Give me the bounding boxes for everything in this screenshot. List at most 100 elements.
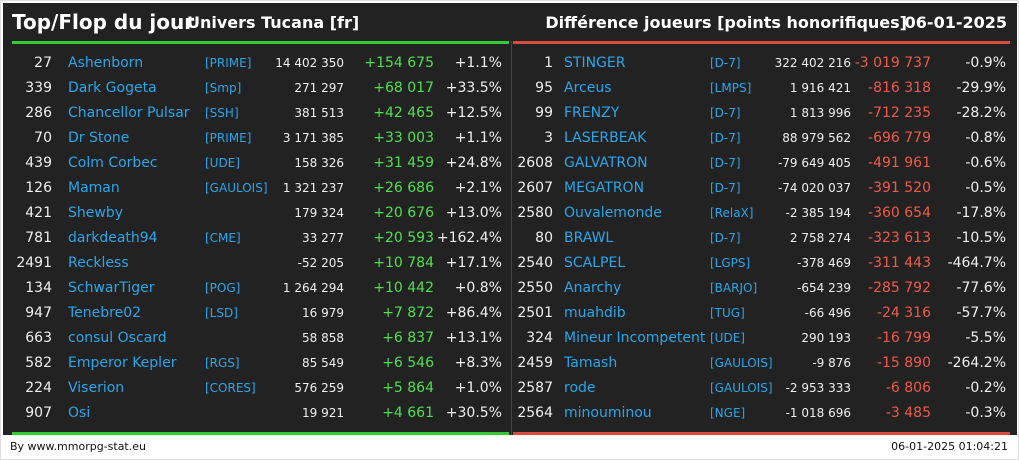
table-row: 70 Dr Stone [PRIME] 3 171 385 +33 003 +1.1% <box>12 126 509 151</box>
player-name-link[interactable]: Chancellor Pulsar <box>68 105 190 121</box>
table-row: 2608 GALVATRON [D-7] -79 649 405 -491 961 -0.… <box>513 151 1010 176</box>
percent-cell: +12.5% <box>445 105 502 121</box>
player-name-link[interactable]: Osi <box>68 405 91 421</box>
diff-cell: +6 837 <box>382 330 434 346</box>
alliance-tag-link[interactable]: [TUG] <box>710 306 745 320</box>
player-name-link[interactable]: MEGATRON <box>564 180 645 196</box>
table-row: 582 Emperor Kepler [RGS] 85 549 +6 546 +8.3% <box>12 351 509 376</box>
table-row: 2491 Reckless -52 205 +10 784 +17.1% <box>12 251 509 276</box>
rank-cell: 2540 <box>517 255 553 271</box>
player-name-link[interactable]: Shewby <box>68 205 123 221</box>
player-name-link[interactable]: STINGER <box>564 55 626 71</box>
alliance-tag-link[interactable]: [LSD] <box>205 306 238 320</box>
alliance-tag-link[interactable]: [CME] <box>205 231 241 245</box>
alliance-tag-link[interactable]: [D-7] <box>710 106 741 120</box>
rank-cell: 2587 <box>517 380 553 396</box>
player-name-link[interactable]: GALVATRON <box>564 155 648 171</box>
rank-cell: 2608 <box>517 155 553 171</box>
points-cell: 576 259 <box>294 381 344 395</box>
alliance-tag-link[interactable]: [GAULOIS] <box>710 381 773 395</box>
rank-cell: 907 <box>25 405 52 421</box>
alliance-tag-link[interactable]: [POG] <box>205 281 241 295</box>
player-name-link[interactable]: minouminou <box>564 405 652 421</box>
percent-cell: -17.8% <box>956 205 1006 221</box>
player-name-link[interactable]: Tamash <box>564 355 618 371</box>
diff-cell: -311 443 <box>868 255 931 271</box>
diff-cell: -24 316 <box>876 305 931 321</box>
diff-cell: -491 961 <box>868 155 931 171</box>
table-row: 2550 Anarchy [BARJO] -654 239 -285 792 -77.6% <box>513 276 1010 301</box>
player-name-link[interactable]: Maman <box>68 180 120 196</box>
universe-subtitle: Univers Tucana [fr] <box>187 13 360 32</box>
player-name-link[interactable]: Colm Corbec <box>68 155 158 171</box>
player-name-link[interactable]: Viserion <box>68 380 125 396</box>
rank-cell: 2491 <box>16 255 52 271</box>
points-cell: 85 549 <box>302 356 344 370</box>
diff-cell: +10 442 <box>373 280 434 296</box>
table-row: 1 STINGER [D-7] 322 402 216 -3 019 737 -0.9% <box>513 51 1010 76</box>
player-name-link[interactable]: Emperor Kepler <box>68 355 177 371</box>
alliance-tag-link[interactable]: [D-7] <box>710 156 741 170</box>
alliance-tag-link[interactable]: [D-7] <box>710 131 741 145</box>
percent-cell: +0.8% <box>454 280 502 296</box>
alliance-tag-link[interactable]: [LMPS] <box>710 81 752 95</box>
points-cell: -1 018 696 <box>785 406 851 420</box>
player-name-link[interactable]: Ashenborn <box>68 55 144 71</box>
player-name-link[interactable]: muahdib <box>564 305 626 321</box>
alliance-tag-link[interactable]: [LGPS] <box>710 256 751 270</box>
player-name-link[interactable]: Dark Gogeta <box>68 80 157 96</box>
alliance-tag-link[interactable]: [Smp] <box>205 81 242 95</box>
percent-cell: +2.1% <box>454 180 502 196</box>
rank-cell: 2580 <box>517 205 553 221</box>
diff-cell: -391 520 <box>868 180 931 196</box>
player-name-link[interactable]: rode <box>564 380 596 396</box>
player-name-link[interactable]: Tenebre02 <box>68 305 142 321</box>
alliance-tag-link[interactable]: [D-7] <box>710 181 741 195</box>
player-name-link[interactable]: Reckless <box>68 255 129 271</box>
percent-cell: +24.8% <box>445 155 502 171</box>
alliance-tag-link[interactable]: [CORES] <box>205 381 256 395</box>
percent-cell: -10.5% <box>956 230 1006 246</box>
timestamp-text: 06-01-2025 01:04:21 <box>891 440 1008 453</box>
table-row: 99 FRENZY [D-7] 1 813 996 -712 235 -28.2% <box>513 101 1010 126</box>
alliance-tag-link[interactable]: [GAULOIS] <box>710 356 773 370</box>
player-name-link[interactable]: Mineur Incompetent <box>564 330 706 346</box>
alliance-tag-link[interactable]: [D-7] <box>710 56 741 70</box>
percent-cell: +30.5% <box>445 405 502 421</box>
table-row: 2564 minouminou [NGE] -1 018 696 -3 485 -0.3% <box>513 401 1010 426</box>
rank-cell: 2564 <box>517 405 553 421</box>
diff-cell: -696 779 <box>868 130 931 146</box>
player-name-link[interactable]: Dr Stone <box>68 130 130 146</box>
player-name-link[interactable]: FRENZY <box>564 105 620 121</box>
alliance-tag-link[interactable]: [RGS] <box>205 356 240 370</box>
player-name-link[interactable]: consul Oscard <box>68 330 167 346</box>
player-name-link[interactable]: darkdeath94 <box>68 230 158 246</box>
player-name-link[interactable]: Ouvalemonde <box>564 205 662 221</box>
percent-cell: +17.1% <box>445 255 502 271</box>
alliance-tag-link[interactable]: [D-7] <box>710 231 741 245</box>
alliance-tag-link[interactable]: [BARJO] <box>710 281 758 295</box>
alliance-tag-link[interactable]: [UDE] <box>710 331 745 345</box>
alliance-tag-link[interactable]: [PRIME] <box>205 131 252 145</box>
player-name-link[interactable]: BRAWL <box>564 230 614 246</box>
table-row: 286 Chancellor Pulsar [SSH] 381 513 +42 465 +… <box>12 101 509 126</box>
alliance-tag-link[interactable]: [UDE] <box>205 156 240 170</box>
player-name-link[interactable]: SchwarTiger <box>68 280 155 296</box>
diff-cell: +42 465 <box>373 105 434 121</box>
table-row: 2580 Ouvalemonde [RelaX] -2 385 194 -360 654… <box>513 201 1010 226</box>
alliance-tag-link[interactable]: [GAULOIS] <box>205 181 268 195</box>
player-name-link[interactable]: SCALPEL <box>564 255 626 271</box>
alliance-tag-link[interactable]: [RelaX] <box>710 206 754 220</box>
rank-cell: 134 <box>25 280 52 296</box>
player-name-link[interactable]: Anarchy <box>564 280 622 296</box>
diff-cell: +20 676 <box>373 205 434 221</box>
points-cell: 290 193 <box>801 331 851 345</box>
alliance-tag-link[interactable]: [NGE] <box>710 406 746 420</box>
percent-cell: +1.1% <box>454 55 502 71</box>
player-name-link[interactable]: Arceus <box>564 80 612 96</box>
points-cell: -79 649 405 <box>777 156 851 170</box>
player-name-link[interactable]: LASERBEAK <box>564 130 647 146</box>
points-cell: 1 264 294 <box>282 281 344 295</box>
alliance-tag-link[interactable]: [PRIME] <box>205 56 252 70</box>
alliance-tag-link[interactable]: [SSH] <box>205 106 239 120</box>
